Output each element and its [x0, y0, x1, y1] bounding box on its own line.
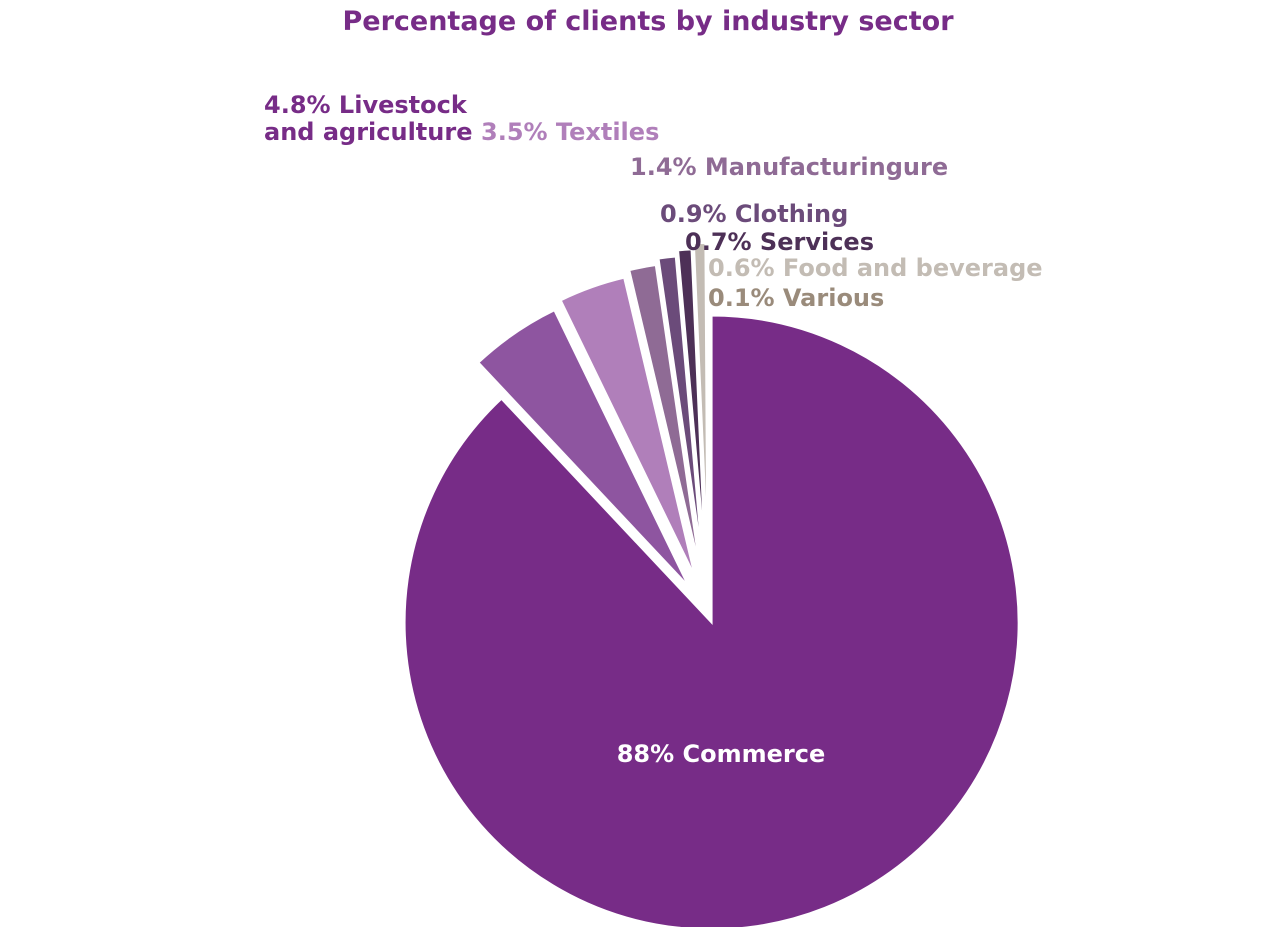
label-services: 0.7% Services	[685, 228, 874, 256]
label-line-2: and agriculture	[264, 118, 472, 146]
label-livestock-and-agriculture: 4.8% Livestock and agriculture	[264, 91, 472, 146]
pie-slice-livestock-and-agriculture	[477, 308, 690, 588]
pie-slice-various	[705, 235, 710, 545]
label-clothing: 0.9% Clothing	[660, 200, 848, 228]
pie-slice-commerce	[403, 314, 1020, 927]
chart-title: Percentage of clients by industry sector	[342, 6, 954, 37]
label-commerce: 88% Commerce	[617, 740, 826, 768]
slice-labels: 88% Commerce 4.8% Livestock and agricultur…	[264, 91, 1043, 768]
label-various: 0.1% Various	[708, 284, 884, 312]
pie-slice-manufacturingure	[628, 263, 701, 570]
pie-slice-clothing	[657, 255, 704, 563]
label-food-and-beverage: 0.6% Food and beverage	[708, 254, 1043, 282]
pie-slice-services	[676, 248, 707, 557]
pie-slice-food-and-beverage	[692, 242, 709, 551]
label-line-1: 4.8% Livestock	[264, 91, 468, 119]
pie-slices	[403, 235, 1020, 927]
pie-slice-textiles	[559, 276, 696, 577]
label-manufacturingure: 1.4% Manufacturingure	[630, 153, 948, 181]
label-textiles: 3.5% Textiles	[481, 118, 659, 146]
